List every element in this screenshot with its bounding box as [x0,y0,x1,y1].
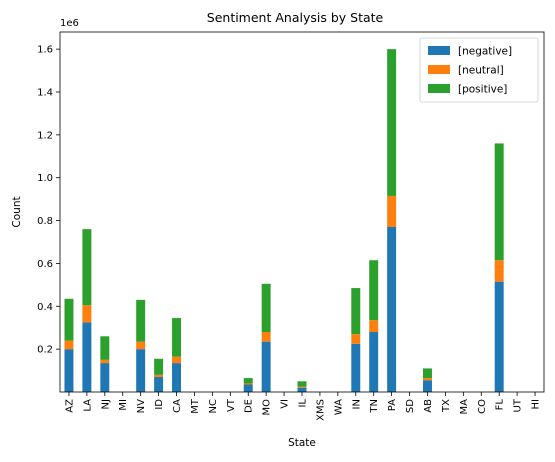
y-tick-label: 1.4 [37,88,53,99]
bar-az-series-1 [64,340,74,350]
x-tick-label: CA [172,399,183,413]
y-tick-label: 1.2 [37,130,53,141]
chart-title: Sentiment Analysis by State [207,10,384,25]
x-tick-label: TN [369,399,380,414]
bar-de-series-1 [243,383,253,385]
bar-il-series-2 [297,381,307,387]
bar-nj-series-2 [100,336,110,360]
y-tick-label: 0.2 [37,345,53,356]
y-offset-text: 1e6 [60,18,79,29]
x-tick-label: MA [459,399,470,415]
bar-la-series-0 [82,322,92,392]
bar-in-series-0 [351,343,361,392]
bar-mo-series-1 [261,332,271,342]
x-tick-label: LA [82,399,93,412]
bar-de-series-2 [243,378,253,384]
bar-az-series-0 [64,349,74,392]
legend-label: [neutral] [458,65,504,77]
bar-fl-series-0 [494,281,504,392]
bar-pa-series-1 [387,195,397,227]
bar-mo-series-0 [261,341,271,392]
bar-in-series-2 [351,288,361,335]
legend-label: [negative] [458,46,512,58]
legend-label: [positive] [458,84,507,96]
legend-swatch [428,65,450,74]
y-tick-label: 0.4 [37,302,53,313]
bar-nv-series-1 [136,341,146,350]
bar-fl-series-2 [494,143,504,261]
y-tick-label: 0.6 [37,259,53,270]
bar-nv-series-0 [136,349,146,392]
x-tick-label: VI [280,399,291,409]
x-tick-label: XMS [315,399,326,421]
bar-ab-series-0 [423,380,432,392]
y-axis: 0.2 0.4 0.6 0.8 1.0 1.2 1.4 1.6 [37,45,60,356]
bar-ca-series-2 [172,318,181,357]
x-tick-label: AB [423,399,434,413]
bar-tn-series-2 [369,260,379,321]
x-tick-label: ID [154,399,165,410]
x-tick-label: WA [333,399,344,415]
x-tick-label: DE [244,399,255,413]
legend: [negative] [neutral] [positive] [419,37,539,103]
bars-layer [64,49,504,392]
bar-il-series-0 [297,387,307,392]
bar-tn-series-1 [369,320,379,332]
bar-ab-series-2 [423,368,432,379]
bar-pa-series-2 [387,49,397,196]
bar-nj-series-0 [100,363,110,392]
bar-id-series-1 [154,374,164,377]
bar-la-series-2 [82,229,92,306]
x-tick-label: VT [226,398,237,412]
x-tick-label: NC [208,399,219,413]
x-axis: AZ LA NJ MI NV ID CA MT NC VT DE MO VI IL XMS WA IN TN PA S… [64,392,542,421]
bar-ab-series-1 [423,378,432,381]
bar-tn-series-0 [369,332,379,392]
x-tick-label: CO [477,399,488,414]
y-tick-label: 1.0 [37,173,53,184]
bar-il-series-1 [297,386,307,388]
bar-de-series-0 [243,384,253,392]
x-tick-label: HI [531,399,542,409]
bar-az-series-2 [64,298,74,341]
x-tick-label: AZ [64,399,75,413]
x-tick-label: IN [351,399,362,409]
x-tick-label: SD [405,399,416,413]
bar-id-series-2 [154,358,164,375]
legend-swatch [428,84,450,93]
bar-nv-series-2 [136,299,146,342]
x-tick-label: FL [495,399,506,411]
bar-mo-series-2 [261,283,271,332]
bar-ca-series-0 [172,363,181,392]
x-tick-label: IL [298,399,309,408]
x-tick-label: NV [136,399,147,413]
x-tick-label: MO [262,399,273,416]
y-tick-label: 1.6 [37,45,53,56]
bar-nj-series-1 [100,359,110,364]
x-tick-label: PA [387,399,398,411]
bar-la-series-1 [82,305,92,323]
bar-in-series-1 [351,334,361,344]
x-tick-label: UT [513,398,524,412]
x-tick-label: MI [118,399,129,411]
y-axis-label: Count [11,196,23,227]
legend-swatch [428,46,450,55]
bar-fl-series-1 [494,260,504,282]
x-axis-label: State [288,437,316,449]
bar-ca-series-1 [172,356,181,364]
x-tick-label: MT [190,398,201,414]
bar-id-series-0 [154,377,164,392]
x-tick-label: NJ [100,399,111,409]
y-tick-label: 0.8 [37,216,53,227]
x-tick-label: TX [441,399,452,413]
bar-pa-series-0 [387,227,397,392]
